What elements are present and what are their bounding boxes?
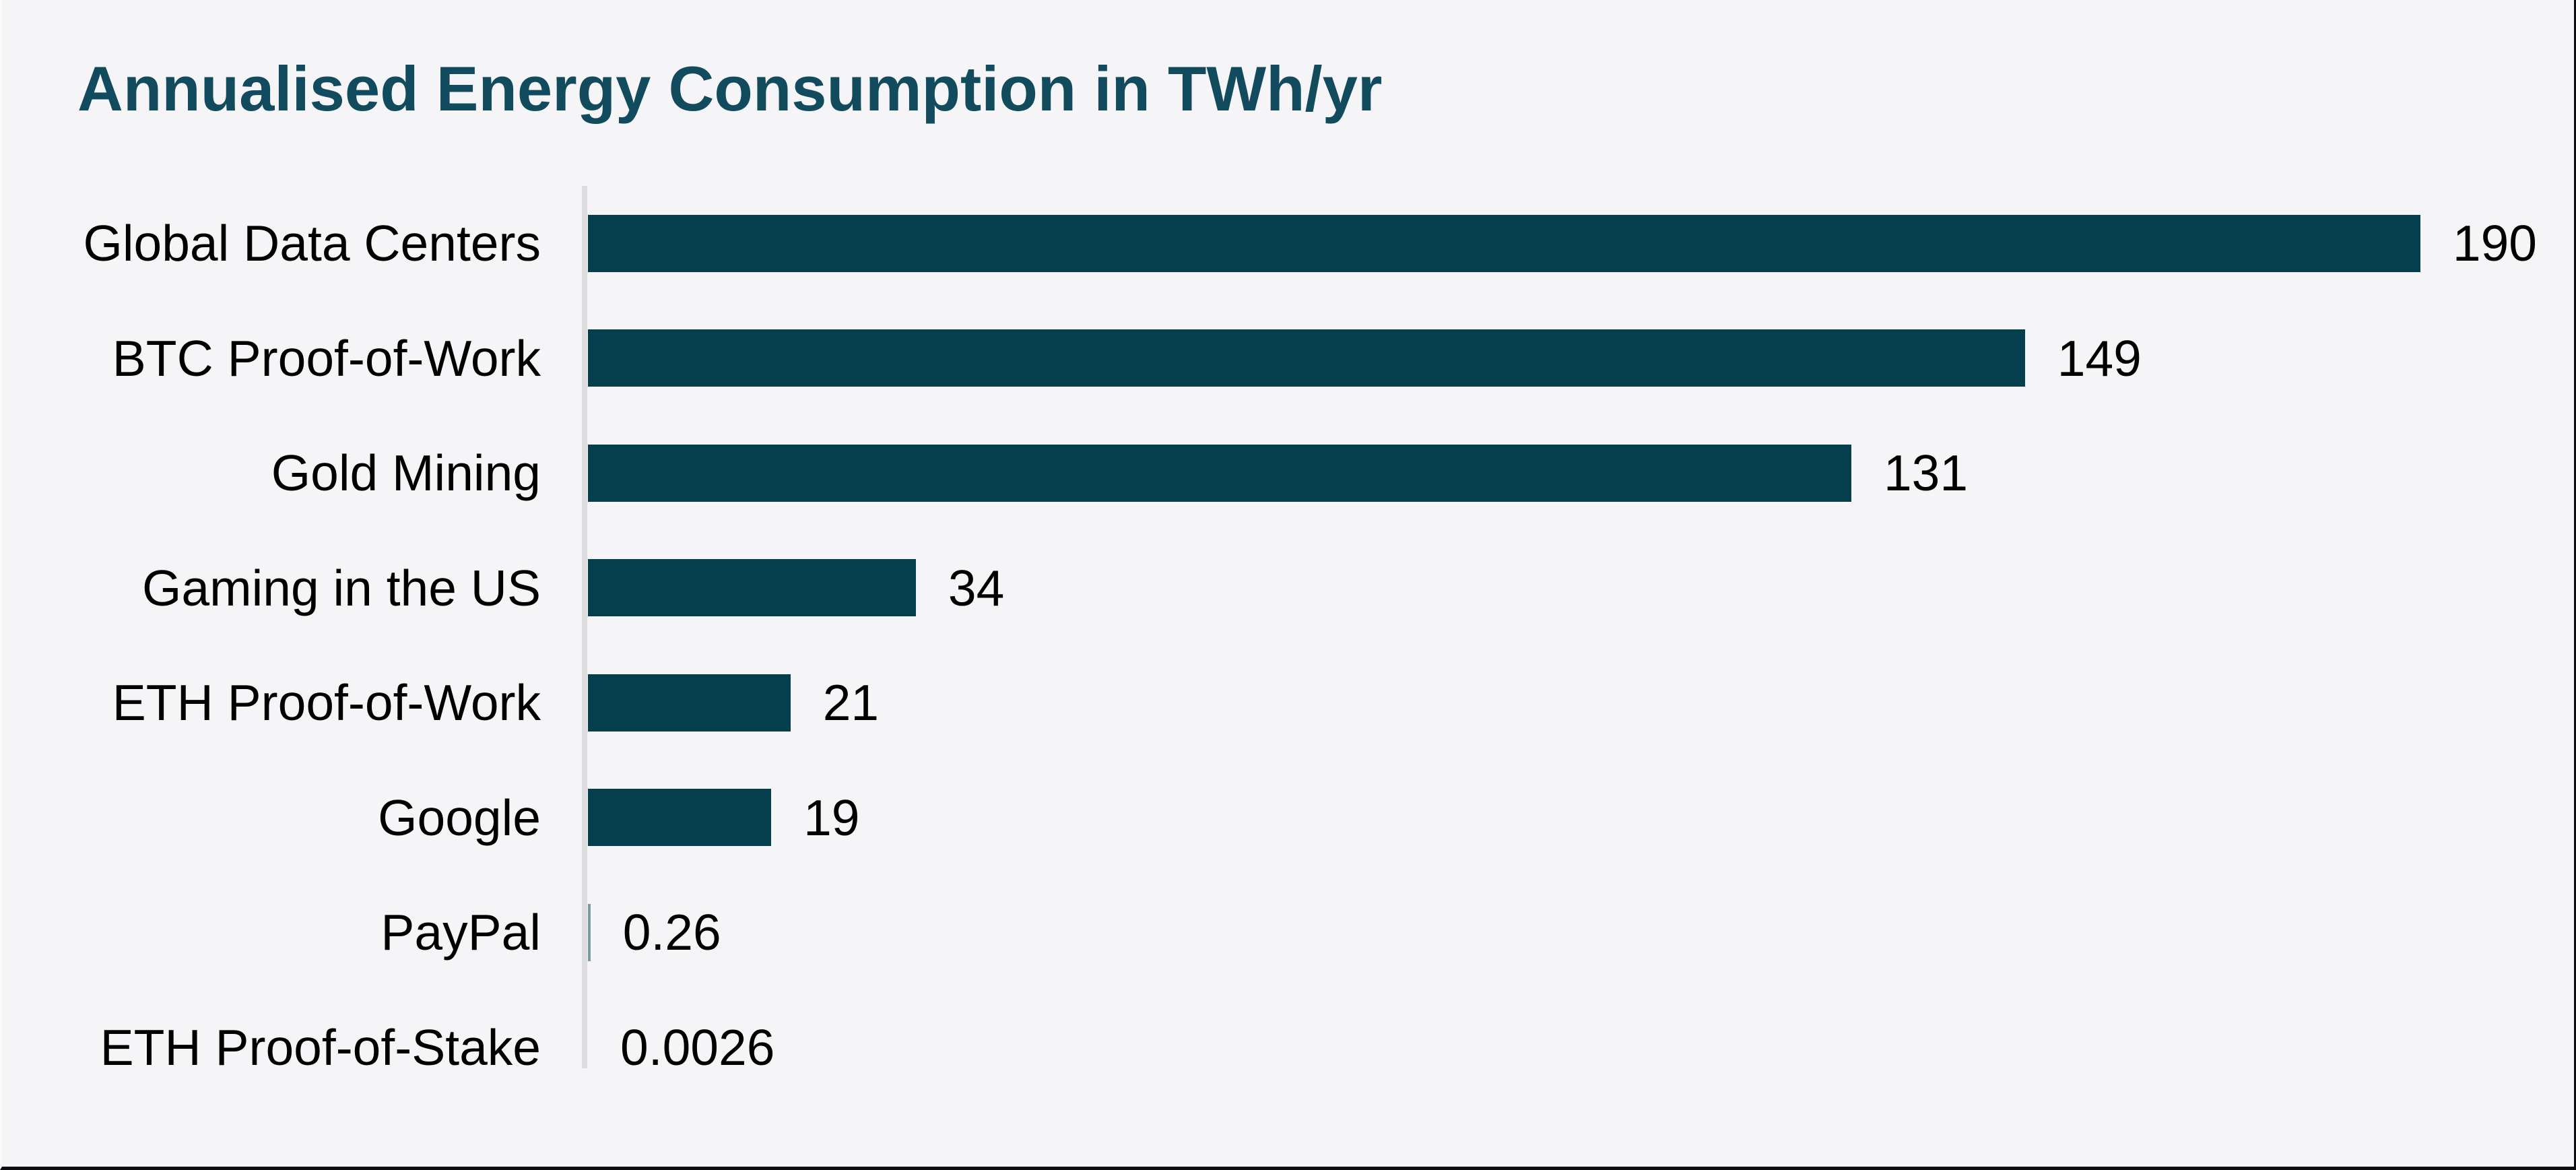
category-label: ETH Proof-of-Work: [112, 674, 541, 732]
bar-row: PayPal 0.26: [2, 875, 2574, 990]
bar: [588, 674, 791, 732]
bar-row: Gold Mining 131: [2, 416, 2574, 531]
bar-row: Global Data Centers 190: [2, 186, 2574, 301]
bar: [588, 214, 2420, 272]
category-label: ETH Proof-of-Stake: [100, 1018, 541, 1076]
chart-title: Annualised Energy Consumption in TWh/yr: [77, 53, 1383, 124]
category-label: BTC Proof-of-Work: [112, 329, 541, 387]
category-label: Gaming in the US: [142, 559, 541, 616]
value-label: 21: [822, 674, 880, 732]
bar-row: BTC Proof-of-Work 149: [2, 301, 2574, 416]
value-label: 131: [1883, 445, 1969, 502]
bar: [588, 329, 2025, 387]
category-label: Google: [378, 789, 541, 846]
bar-row: ETH Proof-of-Stake 0.0026: [2, 990, 2574, 1105]
bar: [588, 444, 1851, 502]
value-label: 190: [2452, 215, 2537, 272]
bar-row: Google 19: [2, 760, 2574, 876]
value-label: 149: [2057, 329, 2142, 387]
bar: [588, 559, 916, 617]
bar-rows: Global Data Centers 190 BTC Proof-of-Wor…: [2, 186, 2574, 1105]
value-label: 0.0026: [620, 1018, 775, 1076]
bar-row: Gaming in the US 34: [2, 531, 2574, 646]
value-label: 19: [803, 789, 860, 846]
category-label: Global Data Centers: [83, 215, 541, 272]
category-label: Gold Mining: [271, 445, 541, 502]
value-label: 0.26: [622, 904, 721, 961]
category-label: PayPal: [381, 904, 541, 961]
bar: [588, 789, 772, 847]
bar: [588, 903, 591, 961]
bar-row: ETH Proof-of-Work 21: [2, 645, 2574, 760]
value-label: 34: [948, 559, 1005, 616]
y-axis-line: [582, 186, 587, 1068]
